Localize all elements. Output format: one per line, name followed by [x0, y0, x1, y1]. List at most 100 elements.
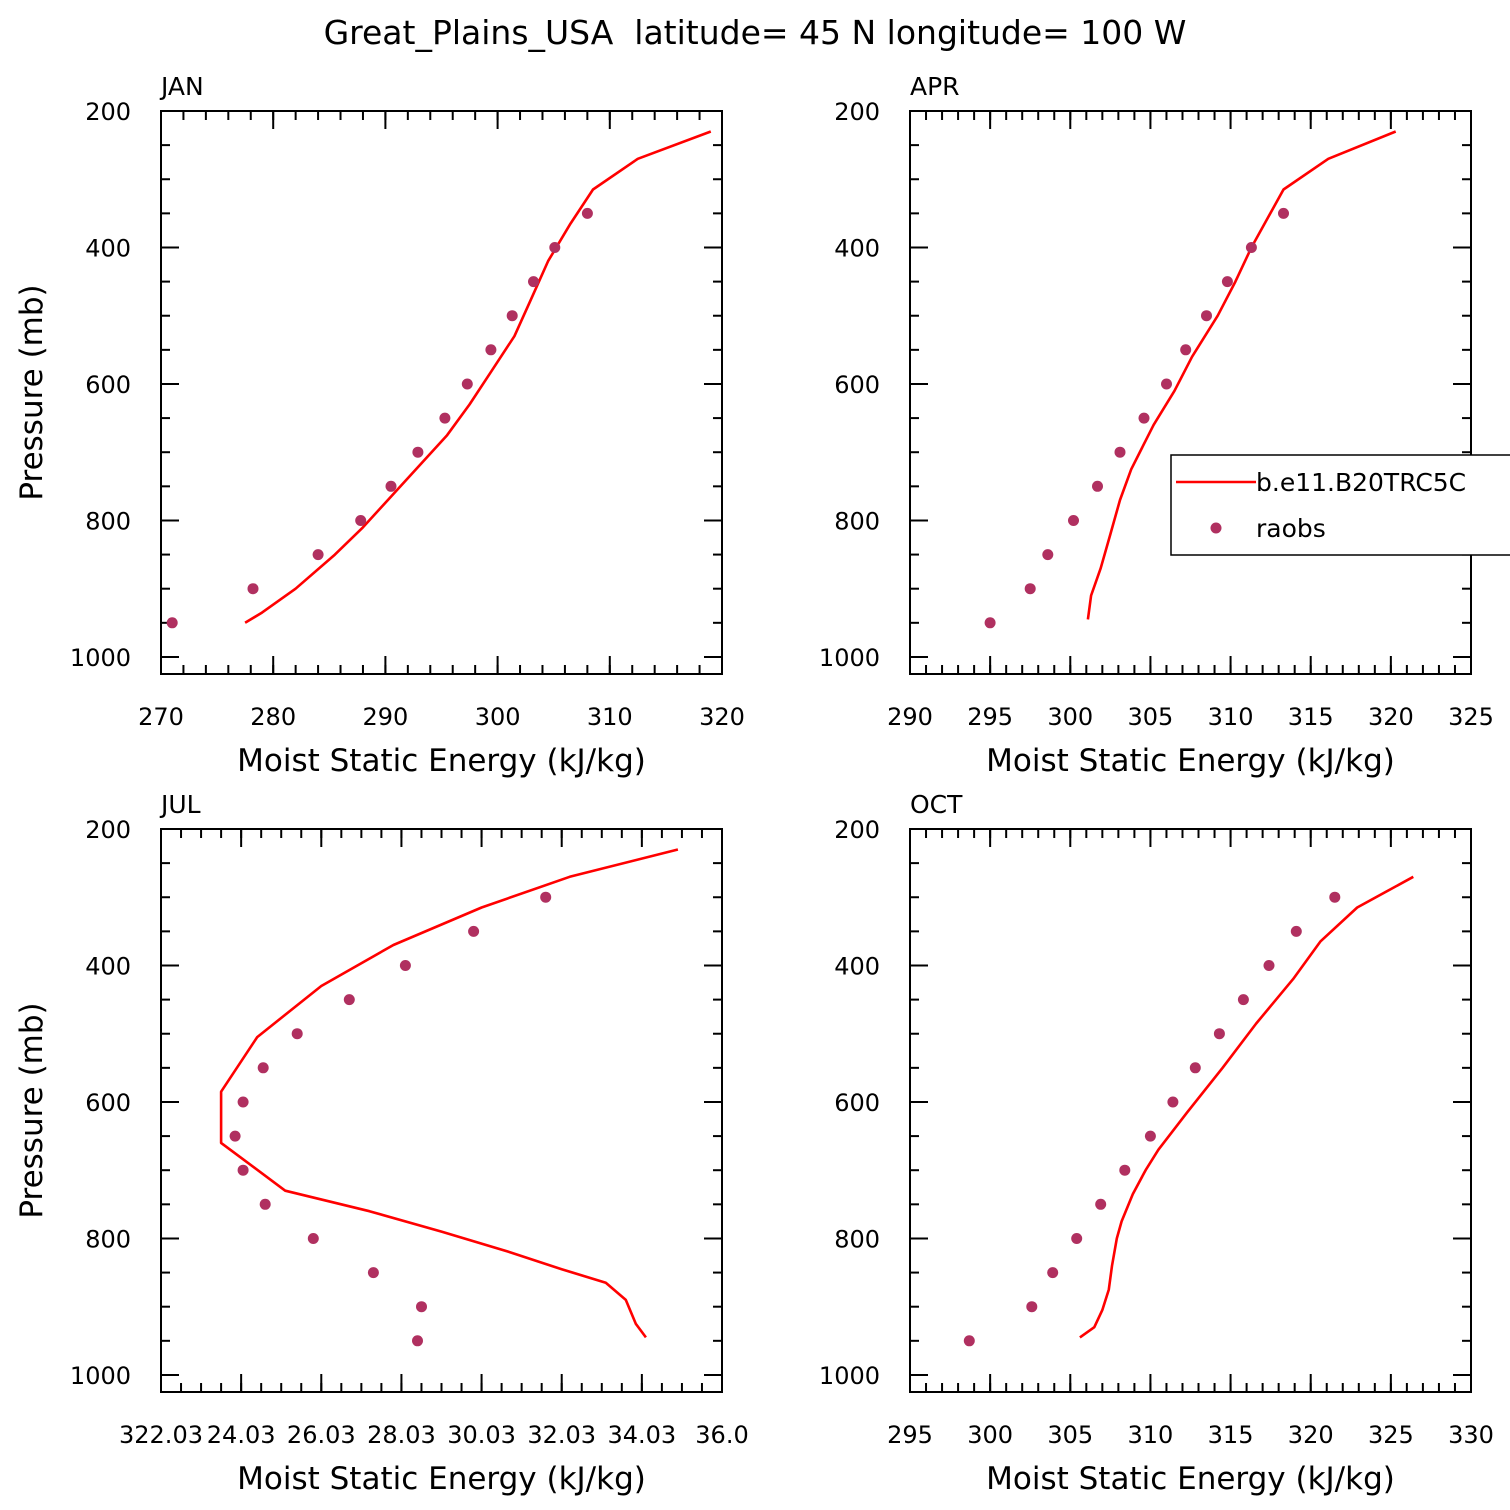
obs-point-oct	[1290, 925, 1302, 937]
panel-title-oct: OCT	[910, 790, 963, 819]
x-tick-label: 290	[362, 703, 408, 731]
obs-point-jul	[343, 994, 355, 1006]
obs-point-jan	[528, 276, 539, 288]
obs-point-apr	[1114, 446, 1126, 458]
x-tick-label: 26.03	[287, 1421, 356, 1449]
y-tick-label: 600	[834, 371, 880, 399]
panel-oct: OCT 295 300 305 310 315 320 325 330 200 400 600 800 1…	[819, 790, 1494, 1497]
obs-point-jan	[581, 207, 593, 219]
x-tick-label: 320	[1288, 1421, 1334, 1449]
obs-point-apr	[1024, 583, 1036, 595]
model-line-jul	[219, 848, 679, 1339]
obs-point-jan	[439, 412, 451, 424]
plot-frame-apr	[909, 110, 1472, 675]
plot-frame-oct	[909, 828, 1472, 1393]
x-tick-label: 290	[887, 703, 933, 731]
y-tick-label: 400	[85, 952, 131, 980]
x-tick-label: 310	[1128, 1421, 1174, 1449]
obs-point-oct	[1144, 1130, 1156, 1142]
y-tick-label: 200	[834, 98, 880, 126]
x-axis-label-jan: Moist Static Energy (kJ/kg)	[237, 743, 646, 779]
obs-point-jul	[259, 1198, 271, 1210]
obs-point-jul	[257, 1062, 269, 1074]
x-tick-label: 295	[967, 703, 1013, 731]
obs-point-jul	[367, 1267, 379, 1279]
model-line-apr	[1086, 130, 1397, 620]
obs-point-apr	[1161, 378, 1172, 390]
x-tick-label: 315	[1288, 703, 1334, 731]
panel-title-apr: APR	[910, 72, 960, 101]
obs-point-jul	[416, 1301, 427, 1313]
model-line-oct	[1079, 875, 1414, 1339]
obs-point-oct	[1237, 994, 1249, 1006]
legend-entry-model: b.e11.B20TRC5C	[1256, 468, 1466, 497]
obs-point-jan	[461, 378, 473, 390]
obs-point-oct	[1263, 960, 1275, 971]
obs-point-apr	[984, 617, 996, 629]
obs-point-oct	[1167, 1096, 1179, 1108]
obs-point-oct	[963, 1335, 975, 1347]
panel-title-jan: JAN	[159, 72, 204, 101]
x-tick-label: 305	[1128, 703, 1174, 731]
obs-point-jan	[247, 583, 259, 595]
panel-jan: JAN 270 280 290 300 310 320 200 400 600 800 1000 Moi…	[14, 72, 745, 779]
plot-frame-jul	[160, 828, 723, 1393]
y-tick-label: 800	[834, 1225, 880, 1253]
x-tick-label: 32.03	[527, 1421, 596, 1449]
legend-box	[1170, 454, 1510, 556]
x-tick-label: 270	[138, 703, 184, 731]
x-tick-label: 300	[475, 703, 521, 731]
obs-point-oct	[1119, 1164, 1131, 1176]
x-tick-label: 36.0	[695, 1421, 748, 1449]
obs-point-jan	[166, 617, 178, 629]
obs-point-jul	[399, 960, 411, 971]
legend-entry-obs: raobs	[1256, 514, 1326, 543]
legend-apr: b.e11.B20TRC5C raobs	[1170, 454, 1510, 556]
obs-point-oct	[1026, 1301, 1038, 1313]
obs-point-jul	[291, 1028, 303, 1040]
y-tick-label: 800	[85, 1225, 131, 1253]
x-tick-label: 24.03	[207, 1421, 276, 1449]
x-tick-label: 300	[967, 1421, 1013, 1449]
plot-frame-jan	[160, 110, 723, 675]
panel-jul: JUL 322.03 24.03 26.03 28.03 30.03 32.03 34.03 3…	[14, 790, 749, 1497]
obs-point-apr	[1042, 549, 1054, 561]
x-tick-label: 325	[1448, 703, 1494, 731]
y-tick-label: 400	[834, 234, 880, 262]
obs-point-jan	[312, 549, 324, 561]
obs-point-jul	[237, 1164, 249, 1176]
x-tick-label: 325	[1368, 1421, 1414, 1449]
y-tick-label: 1000	[70, 644, 131, 672]
model-line-jan	[244, 130, 712, 624]
obs-point-jan	[506, 310, 518, 322]
obs-point-jan	[485, 344, 497, 356]
y-tick-label: 600	[85, 371, 131, 399]
obs-point-apr	[1201, 310, 1212, 322]
x-axis-label-apr: Moist Static Energy (kJ/kg)	[986, 743, 1395, 779]
y-tick-label: 800	[85, 507, 131, 535]
x-tick-label: 310	[1208, 703, 1254, 731]
obs-point-apr	[1180, 344, 1192, 356]
y-axis-label-jul: Pressure (mb)	[14, 1002, 50, 1218]
x-tick-label: 330	[1448, 1421, 1494, 1449]
y-axis-label-jan: Pressure (mb)	[14, 284, 50, 500]
x-tick-label: 305	[1047, 1421, 1093, 1449]
x-axis-label-jul: Moist Static Energy (kJ/kg)	[237, 1461, 646, 1497]
legend-point-swatch	[1210, 522, 1222, 534]
y-tick-label: 600	[85, 1089, 131, 1117]
x-tick-label: 295	[887, 1421, 933, 1449]
panel-title-jul: JUL	[159, 790, 201, 819]
y-tick-label: 200	[85, 98, 131, 126]
x-tick-label: 280	[250, 703, 296, 731]
y-tick-label: 1000	[819, 644, 880, 672]
x-tick-label: 322.03	[119, 1421, 203, 1449]
obs-point-jul	[540, 891, 552, 903]
obs-point-apr	[1221, 276, 1233, 288]
x-tick-label: 28.03	[367, 1421, 436, 1449]
y-tick-label: 1000	[70, 1362, 131, 1390]
obs-point-apr	[1068, 515, 1079, 526]
obs-point-oct	[1071, 1233, 1083, 1244]
x-axis-label-oct: Moist Static Energy (kJ/kg)	[986, 1461, 1395, 1497]
y-tick-label: 400	[834, 952, 880, 980]
